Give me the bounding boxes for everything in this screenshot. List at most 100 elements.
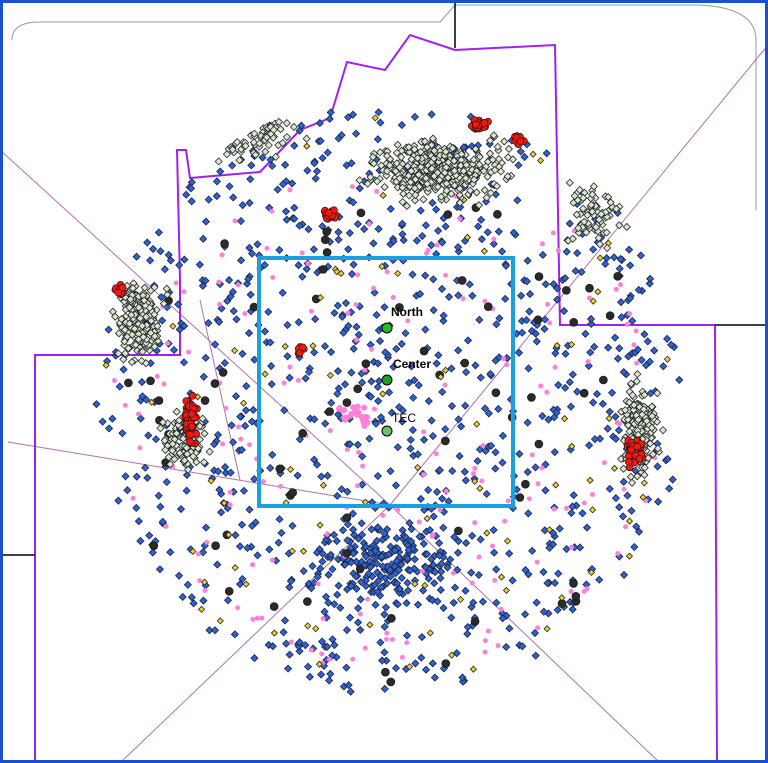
point	[553, 295, 562, 304]
point	[643, 337, 652, 346]
point	[568, 502, 577, 511]
point	[496, 167, 505, 176]
point	[327, 428, 333, 434]
point	[324, 598, 333, 607]
point	[615, 264, 624, 273]
point	[346, 687, 355, 696]
point	[158, 418, 167, 427]
point	[589, 245, 598, 254]
point	[342, 513, 352, 523]
point	[334, 410, 343, 419]
point	[594, 233, 603, 243]
point	[531, 329, 540, 338]
point	[125, 303, 134, 312]
point	[540, 315, 550, 324]
roads	[0, 44, 768, 763]
point	[304, 225, 313, 234]
point	[567, 340, 576, 349]
point	[277, 528, 286, 537]
point	[433, 182, 442, 191]
point	[267, 380, 276, 389]
road	[119, 504, 391, 763]
point	[626, 261, 635, 270]
point	[179, 358, 189, 367]
point	[189, 547, 197, 555]
point	[353, 302, 359, 308]
point	[326, 347, 336, 357]
point	[254, 615, 260, 621]
point	[142, 312, 151, 321]
point	[136, 314, 145, 323]
point	[473, 456, 482, 466]
point	[398, 183, 407, 192]
point	[121, 472, 130, 481]
point	[497, 247, 507, 256]
point	[363, 179, 372, 188]
point	[515, 493, 525, 502]
point	[298, 272, 307, 281]
point	[647, 423, 656, 432]
point	[437, 373, 445, 381]
point	[411, 190, 420, 200]
point	[417, 633, 427, 642]
point	[215, 485, 224, 494]
point	[354, 483, 360, 489]
point	[604, 343, 613, 352]
point	[480, 119, 489, 127]
point	[228, 161, 237, 170]
point	[195, 435, 204, 444]
point	[569, 579, 578, 588]
point	[304, 367, 314, 377]
point	[503, 153, 513, 162]
point	[227, 421, 236, 430]
point	[432, 487, 442, 496]
point	[366, 563, 375, 572]
point	[309, 245, 318, 254]
point	[386, 204, 395, 213]
point	[322, 248, 332, 257]
point	[579, 193, 588, 203]
point	[158, 316, 167, 325]
point	[295, 638, 304, 647]
point	[344, 321, 353, 330]
point	[611, 494, 620, 503]
point	[372, 559, 381, 568]
point	[587, 319, 596, 328]
point	[189, 452, 198, 461]
site-label: Center	[393, 357, 431, 371]
point	[586, 295, 592, 301]
point	[282, 132, 291, 142]
point	[521, 610, 530, 619]
point	[473, 420, 481, 428]
point	[397, 120, 406, 130]
point	[390, 294, 396, 300]
point	[625, 552, 634, 560]
point	[302, 264, 311, 274]
point	[644, 495, 653, 504]
black-lines	[0, 0, 768, 556]
point	[201, 523, 211, 532]
point	[169, 345, 179, 355]
point	[595, 434, 605, 443]
point	[469, 665, 477, 673]
point	[279, 628, 288, 637]
point	[150, 342, 159, 351]
point	[562, 247, 571, 256]
point	[410, 196, 420, 205]
point	[387, 408, 396, 417]
point	[386, 467, 395, 476]
point	[624, 421, 633, 430]
point	[504, 362, 510, 368]
point	[370, 288, 379, 297]
road	[7, 441, 391, 506]
point	[377, 161, 386, 170]
point	[312, 167, 322, 176]
point	[225, 182, 234, 191]
point	[397, 573, 406, 583]
point	[108, 414, 117, 423]
point	[505, 498, 511, 504]
point	[509, 228, 518, 237]
point	[275, 515, 284, 524]
point	[160, 436, 169, 445]
point	[246, 290, 255, 299]
